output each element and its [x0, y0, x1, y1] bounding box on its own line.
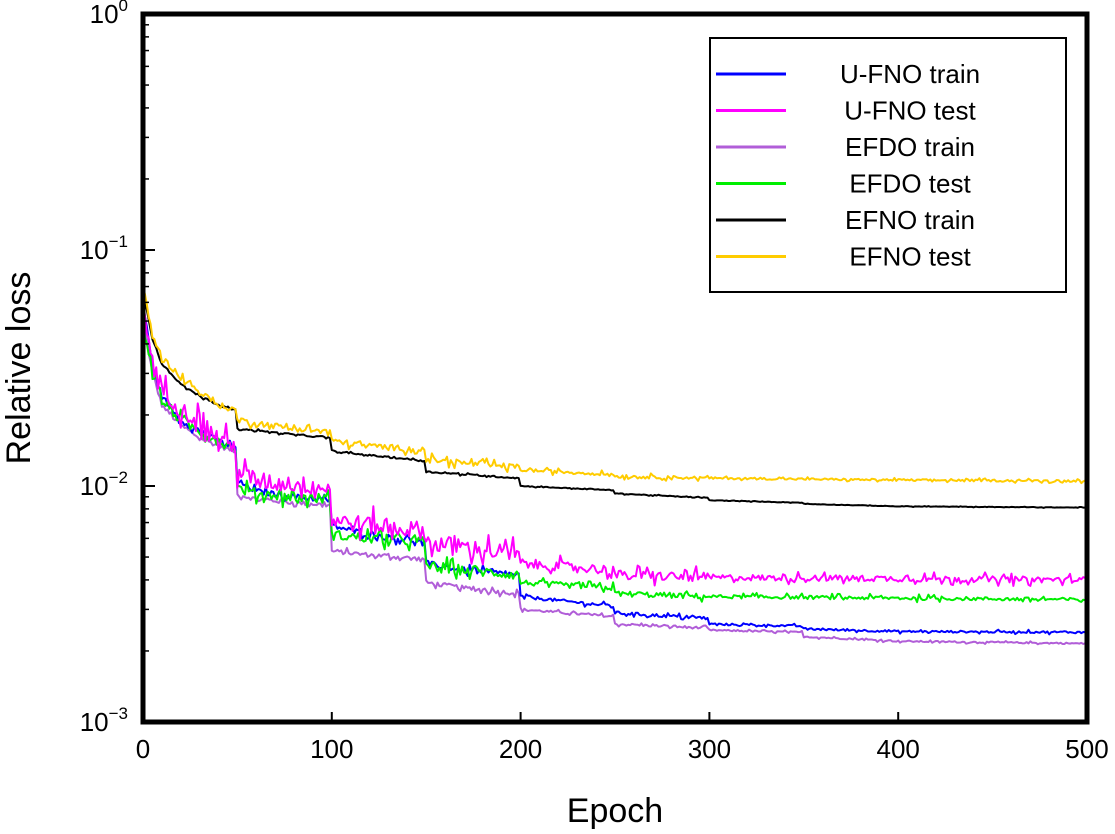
y-ticks: 100 10−1 10−2 10−3: [80, 0, 155, 737]
series-line-efno-train: [142, 289, 1088, 509]
legend-label: U-FNO train: [840, 59, 980, 89]
y-axis-title: Relative loss: [0, 272, 38, 465]
legend-label: EFNO test: [849, 242, 971, 272]
series-line-efdo-train: [142, 320, 1088, 646]
x-tick-label: 100: [310, 734, 353, 764]
legend-box: [709, 37, 1067, 293]
x-tick-label: 400: [877, 734, 920, 764]
y-tick-label: 100: [90, 0, 128, 29]
legend-label: EFDO test: [849, 169, 971, 199]
x-tick-label: 200: [499, 734, 542, 764]
legend-label: U-FNO test: [844, 96, 976, 126]
x-ticks: 0 100 200 300 400 500: [136, 712, 1109, 764]
x-tick-label: 300: [688, 734, 731, 764]
series-line-efno-test: [142, 286, 1088, 485]
x-axis-title: Epoch: [567, 792, 663, 830]
series-line-efdo-test: [142, 311, 1088, 604]
plot-frame: [140, 11, 1090, 725]
x-tick-label: 500: [1065, 734, 1108, 764]
y-tick-label: 10−3: [80, 704, 128, 737]
legend-label: EFNO train: [845, 205, 975, 235]
plot-lines: [142, 286, 1088, 646]
legend-label: EFDO train: [845, 132, 975, 162]
y-tick-label: 10−2: [80, 468, 128, 501]
legend: U-FNO train U-FNO test EFDO train EFDO test…: [709, 37, 1067, 293]
y-tick-label: 10−1: [80, 232, 128, 265]
x-tick-label: 0: [136, 734, 150, 764]
series-line-u-fno-test: [142, 300, 1088, 587]
series-line-u-fno-train: [142, 301, 1088, 636]
